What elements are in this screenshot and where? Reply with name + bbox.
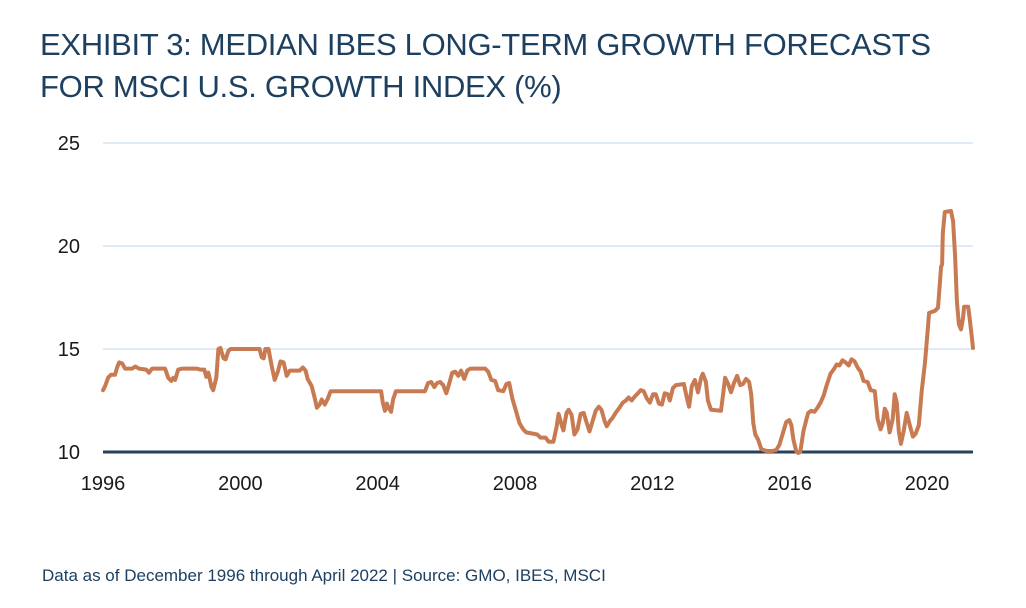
x-tick-label: 2000 xyxy=(218,473,263,495)
y-tick-label: 10 xyxy=(58,442,80,464)
x-tick-label: 2008 xyxy=(493,473,538,495)
forecast-line xyxy=(101,209,975,455)
exhibit-title-line-1: EXHIBIT 3: MEDIAN IBES LONG-TERM GROWTH … xyxy=(40,27,931,62)
y-tick-label: 20 xyxy=(58,236,80,258)
y-tick-label: 15 xyxy=(58,339,80,361)
y-tick-label: 25 xyxy=(58,133,80,155)
x-tick-label: 2004 xyxy=(355,473,400,495)
x-tick-label: 2020 xyxy=(905,473,950,495)
source-note: Data as of December 1996 through April 2… xyxy=(42,566,606,585)
x-tick-label: 2016 xyxy=(767,473,812,495)
exhibit-title: EXHIBIT 3: MEDIAN IBES LONG-TERM GROWTH … xyxy=(40,24,1000,108)
x-tick-label: 2012 xyxy=(630,473,675,495)
exhibit-title-line-2: FOR MSCI U.S. GROWTH INDEX (%) xyxy=(40,69,562,104)
x-tick-label: 1996 xyxy=(81,473,126,495)
